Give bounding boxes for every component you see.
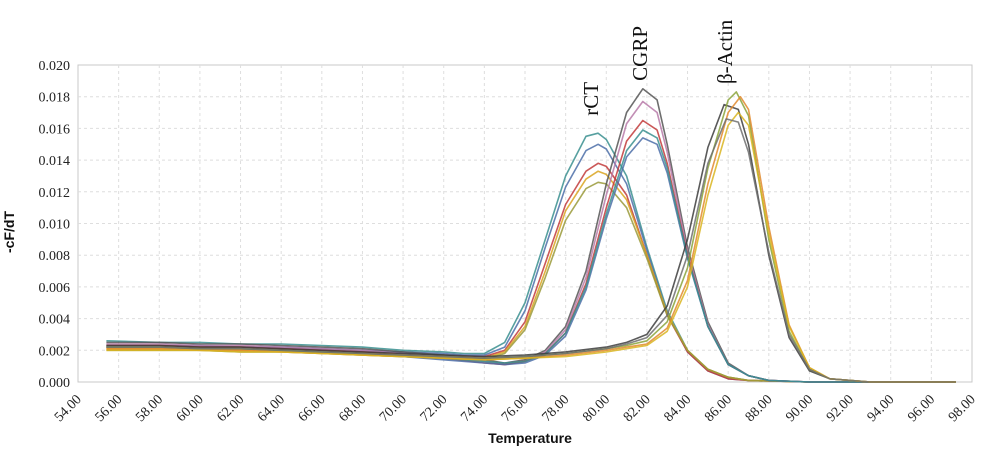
y-axis: 0.000 0.002 0.004 0.006 0.008 0.010 0.012 0.014… (39, 59, 71, 391)
y-tick-label: 0.014 (39, 154, 71, 169)
y-tick-label: 0.012 (39, 186, 71, 201)
series-layer (106, 88, 956, 383)
y-tick-label: 0.016 (39, 122, 71, 137)
peak-label: β-Actin (713, 19, 737, 84)
y-axis-title: -cF/dT (1, 211, 17, 253)
grid (78, 65, 972, 382)
y-tick-label: 0.018 (39, 91, 71, 106)
peak-label: rCT (579, 82, 603, 116)
y-tick-label: 0.010 (39, 218, 71, 233)
y-tick-label: 0.004 (39, 313, 71, 328)
melt-curve-14 (106, 111, 956, 383)
melt-curve-15 (106, 118, 956, 383)
peak-label: CGRP (628, 26, 652, 81)
peak-annotations: rCT CGRP β-Actin (579, 19, 737, 116)
y-tick-label: 0.006 (39, 281, 71, 296)
y-tick-label: 0.002 (39, 344, 71, 359)
x-axis-title: Temperature (488, 430, 572, 446)
melt-curve-6 (106, 88, 956, 383)
y-tick-label: 0.000 (39, 376, 71, 391)
y-tick-label: 0.008 (39, 249, 71, 264)
y-tick-label: 0.020 (39, 59, 71, 74)
